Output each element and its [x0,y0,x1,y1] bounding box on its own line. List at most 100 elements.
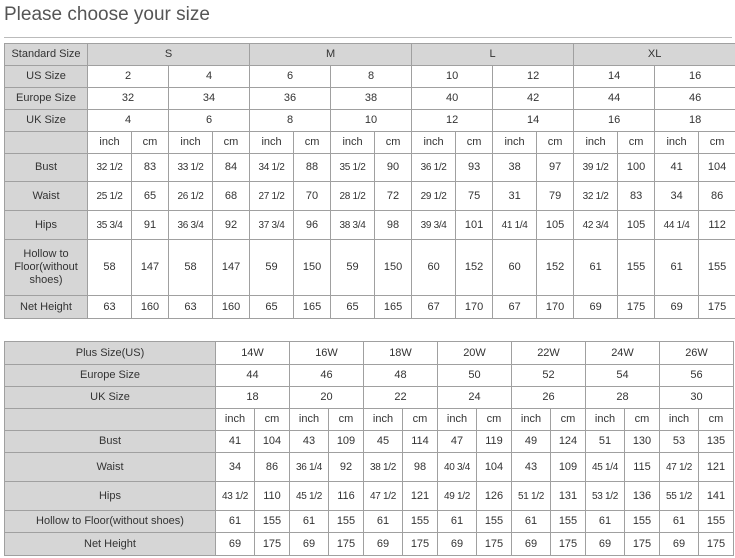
unit-cell: inch [585,408,625,431]
measure-cell: 175 [476,532,512,556]
measure-cell: 68 [211,181,251,211]
measure-cell: 175 [402,532,438,556]
measure-label: Hollow to Floor(without shoes) [4,510,216,533]
row-label: Europe Size [4,87,88,110]
measure-cell: 41 [654,153,700,182]
measure-cell: 44 1/4 [654,210,700,240]
measure-cell: 121 [698,452,734,482]
measure-cell: 150 [374,239,413,296]
size-cell: 38 [330,87,413,110]
size-cell: 46 [289,364,364,387]
measure-row: Hollow to Floor(without shoes) 61 155 61 155… [4,510,734,533]
measure-cell: 135 [698,430,734,453]
measure-cell: 36 1/2 [411,153,457,182]
unit-cell: inch [659,408,699,431]
size-cell: 44 [573,87,656,110]
measure-cell: 34 1/2 [249,153,295,182]
measure-cell: 69 [573,295,619,319]
measure-row: Net Height 63 160 63 160 65 165 65 165 67 170 67 170… [4,295,735,319]
unit-cell: cm [211,131,251,154]
measure-cell: 27 1/2 [249,181,295,211]
measure-row: Waist 34 86 36 1/4 92 38 1/2 98 40 3/4 104 43 109 4… [4,452,734,482]
measure-cell: 175 [328,532,364,556]
measure-cell: 47 1/2 [659,452,699,482]
measure-cell: 70 [293,181,332,211]
size-cell: 16 [654,65,735,88]
size-cell: 4 [167,65,251,88]
measure-cell: 37 3/4 [249,210,295,240]
measure-cell: 165 [293,295,332,319]
measure-cell: 67 [492,295,538,319]
row-label: Europe Size [4,364,216,387]
measure-cell: 43 1/2 [215,481,255,511]
unit-cell: inch [87,131,132,154]
size-row: Standard Size S M L XL [4,43,735,66]
measure-row: Bust 32 1/2 83 33 1/2 84 34 1/2 88 35 1/2 90 36 1… [4,153,735,182]
measure-cell: 114 [402,430,438,453]
measure-cell: 29 1/2 [411,181,457,211]
measure-cell: 175 [698,532,734,556]
measure-cell: 41 1/4 [492,210,538,240]
measure-cell: 175 [617,295,656,319]
unit-cell: inch [411,131,457,154]
measure-cell: 104 [698,153,735,182]
measure-cell: 170 [536,295,575,319]
measure-cell: 91 [131,210,169,240]
measure-cell: 55 1/2 [659,481,699,511]
measure-cell: 58 [168,239,213,296]
measure-cell: 61 [215,510,255,533]
size-row: US Size 2 4 6 8 10 12 14 16 [4,65,735,88]
unit-cell: cm [293,131,332,154]
measure-cell: 61 [573,239,619,296]
measure-cell: 61 [585,510,625,533]
measure-cell: 88 [293,153,332,182]
measure-row: Hollow to Floor(without shoes) 58 147 58 147… [4,239,735,296]
measure-cell: 38 1/2 [363,452,403,482]
measure-cell: 39 3/4 [411,210,457,240]
unit-row-label [4,131,88,154]
measure-cell: 141 [698,481,734,511]
measure-cell: 155 [254,510,290,533]
measure-cell: 45 1/4 [585,452,625,482]
measure-cell: 105 [536,210,575,240]
measure-cell: 69 [511,532,551,556]
unit-cell: cm [624,408,660,431]
measure-cell: 35 3/4 [87,210,132,240]
size-row: Europe Size 44 46 48 50 52 54 56 [4,364,734,387]
size-cell: 14W [215,341,290,365]
size-cell: 26W [659,341,734,365]
unit-cell: inch [654,131,700,154]
unit-cell: cm [131,131,169,154]
measure-cell: 79 [536,181,575,211]
measure-cell: 63 [87,295,132,319]
measure-cell: 69 [654,295,700,319]
measure-label: Waist [4,452,216,482]
measure-cell: 131 [550,481,586,511]
size-cell: 12 [411,109,494,132]
row-label: Standard Size [4,43,88,66]
measure-cell: 110 [254,481,290,511]
measure-cell: 155 [476,510,512,533]
size-group-cell: XL [573,43,735,66]
measure-label: Waist [4,181,88,211]
unit-cell: inch [249,131,295,154]
measure-cell: 75 [455,181,494,211]
measure-label: Hollow to Floor(without shoes) [4,239,88,296]
measure-cell: 165 [374,295,413,319]
measure-cell: 51 1/2 [511,481,551,511]
unit-cell: cm [402,408,438,431]
page-title: Please choose your size [4,4,210,25]
measure-cell: 43 [289,430,329,453]
row-label: US Size [4,65,88,88]
measure-cell: 155 [698,239,735,296]
measure-cell: 63 [168,295,213,319]
measure-cell: 69 [215,532,255,556]
measure-cell: 28 1/2 [330,181,376,211]
measure-cell: 31 [492,181,538,211]
measure-cell: 69 [659,532,699,556]
measure-cell: 49 [511,430,551,453]
measure-cell: 65 [330,295,376,319]
measure-cell: 104 [254,430,290,453]
measure-label: Net Height [4,295,88,319]
measure-cell: 98 [402,452,438,482]
